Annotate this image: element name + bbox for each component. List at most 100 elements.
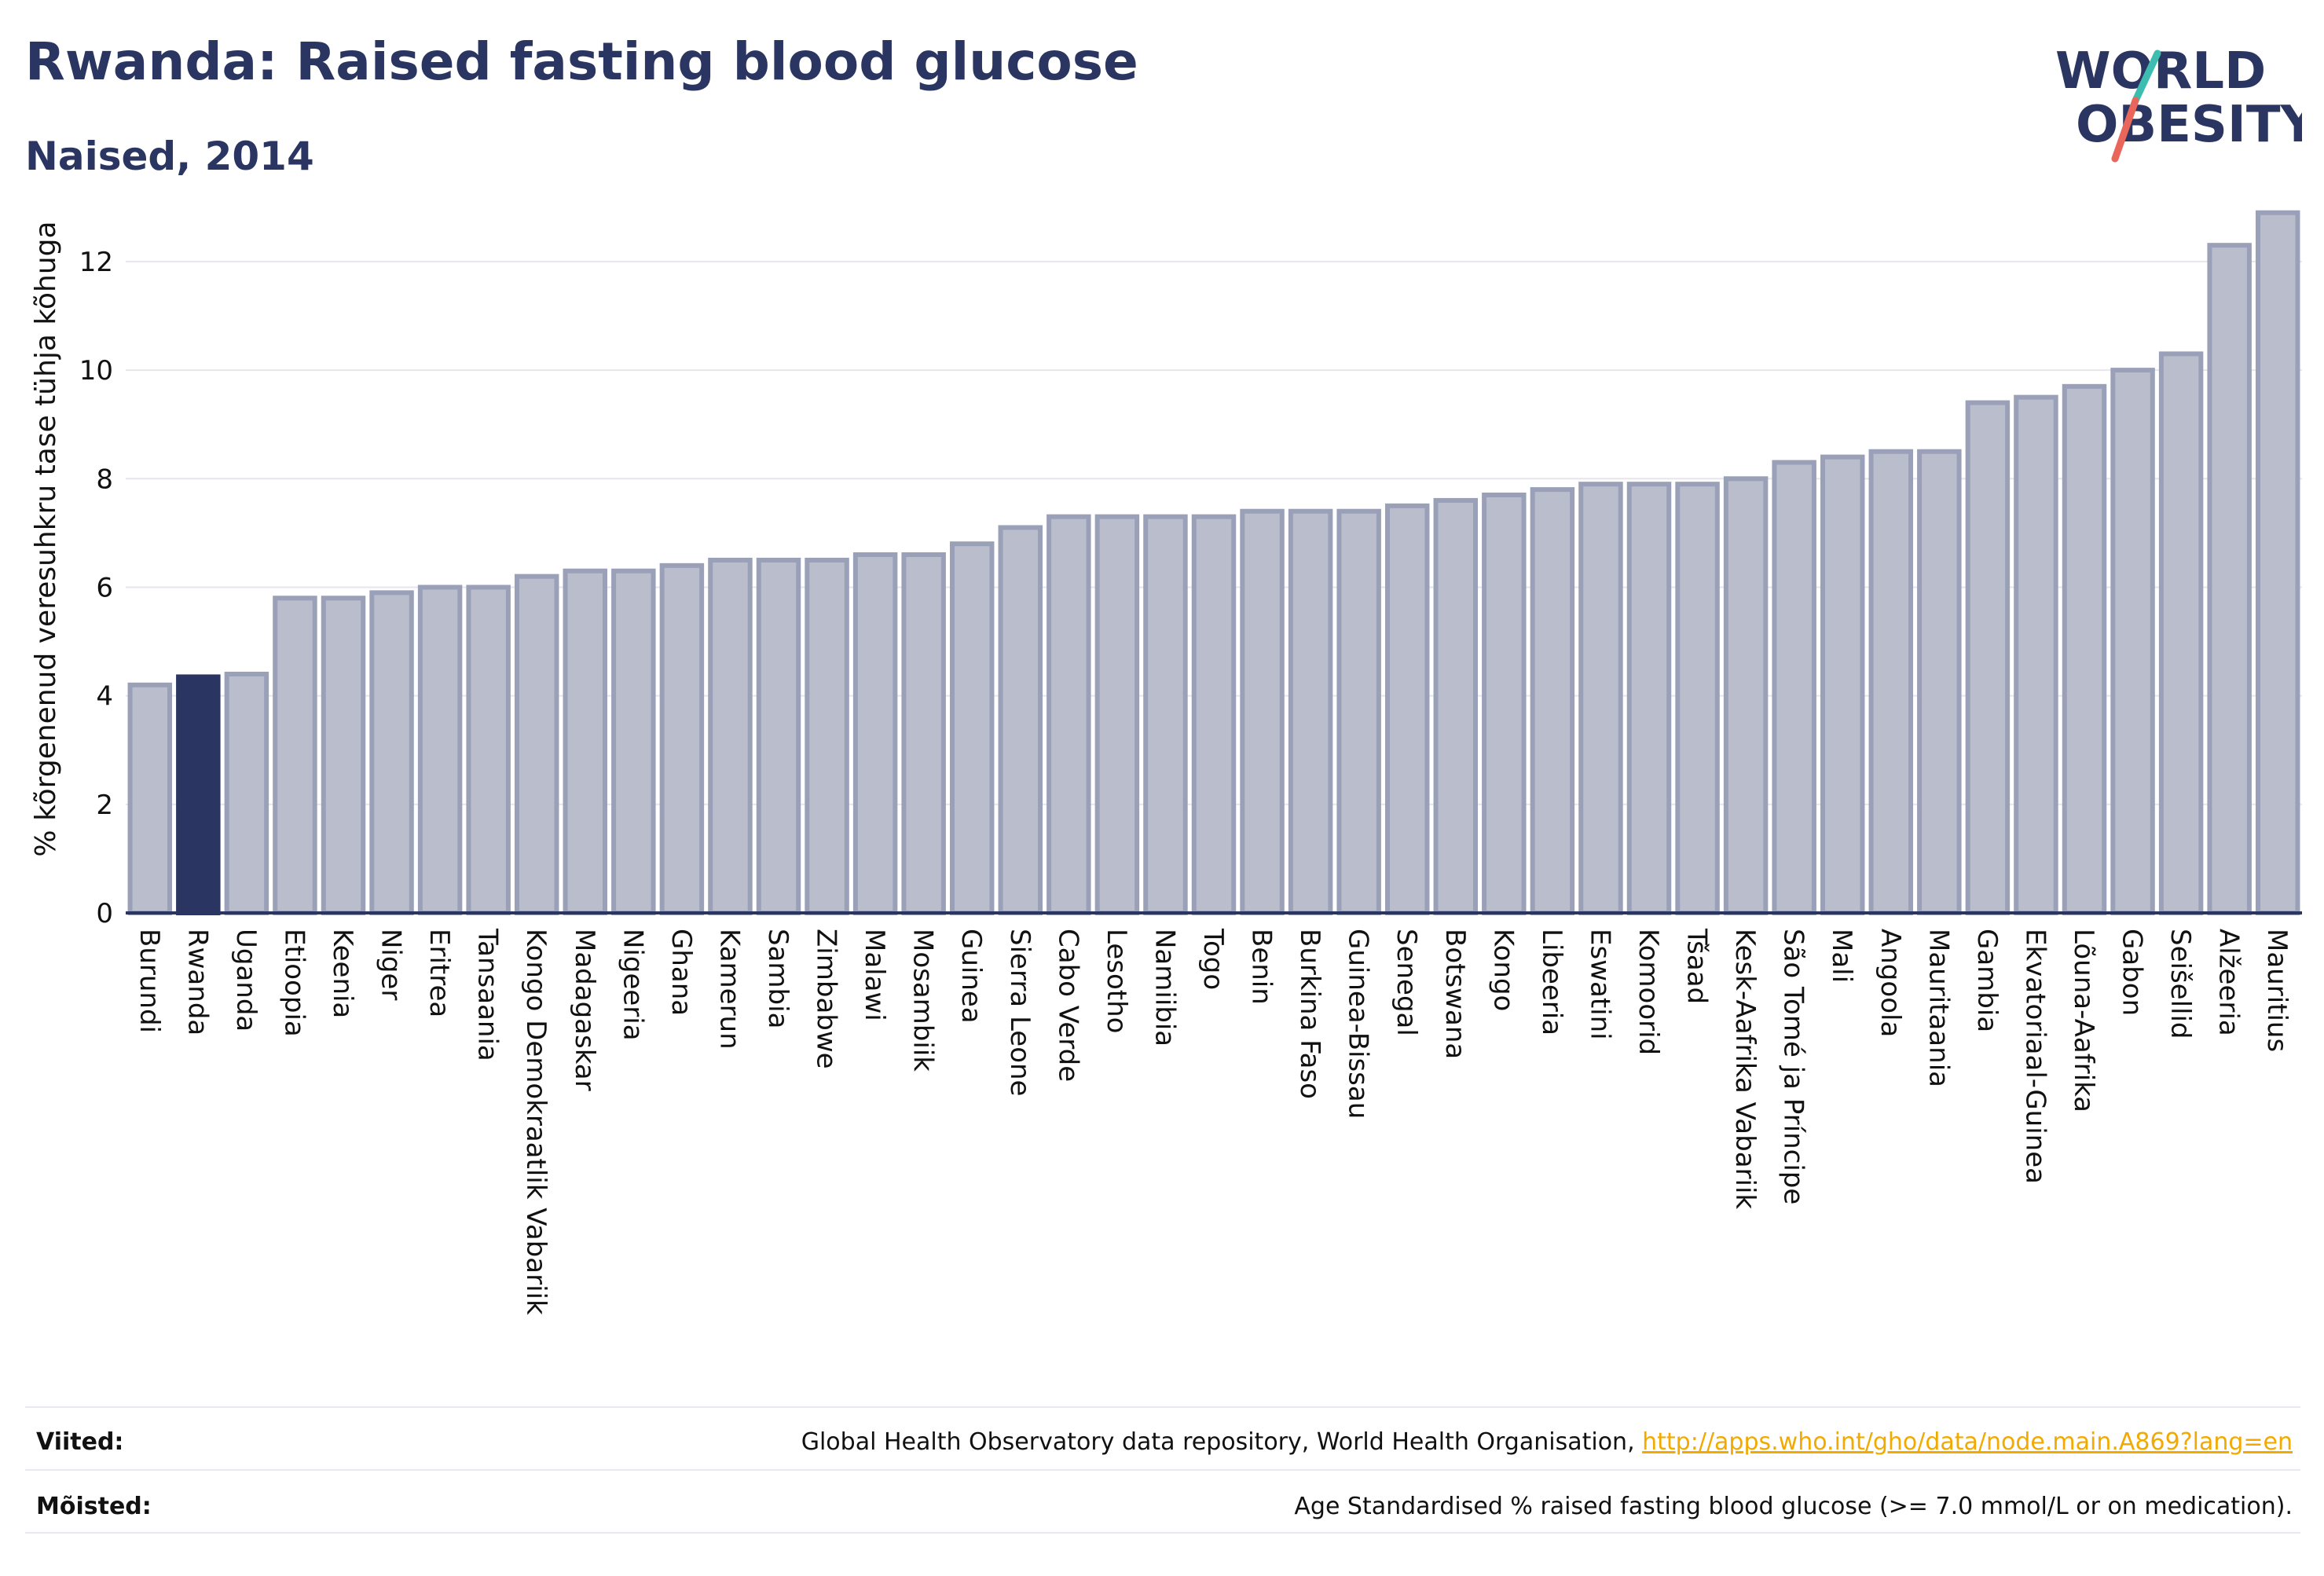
bar-sei-ellid bbox=[2158, 351, 2204, 915]
x-tick-label: Uganda bbox=[230, 929, 262, 1032]
bar-kongo-demokraatlik-vabariik bbox=[514, 574, 559, 915]
footer-divider-middle bbox=[25, 1469, 2300, 1471]
x-tick-label: Seišellid bbox=[2165, 929, 2196, 1039]
bar-etioopia bbox=[273, 596, 317, 915]
bar-angoola bbox=[1868, 449, 1914, 915]
references-source: Global Health Observatory data repositor… bbox=[801, 1428, 1643, 1456]
x-tick-label: Burundi bbox=[134, 929, 165, 1033]
x-tick-label: Mosambiik bbox=[907, 929, 939, 1072]
x-tick-label: Mauritaania bbox=[1923, 929, 1954, 1087]
logo-slash-teal bbox=[2132, 49, 2161, 104]
bar-mosambiik bbox=[901, 552, 946, 915]
x-tick-label: Eritrea bbox=[423, 929, 455, 1017]
bar-senegal bbox=[1384, 503, 1430, 915]
x-tick-label: Tšaad bbox=[1681, 928, 1713, 1004]
y-tick-label: 8 bbox=[96, 464, 113, 495]
bar-mali bbox=[1820, 454, 1865, 915]
bar-burundi bbox=[127, 682, 173, 915]
references-text: Global Health Observatory data repositor… bbox=[801, 1428, 2293, 1456]
bar-ghana bbox=[659, 563, 705, 915]
bar-t-aad bbox=[1675, 482, 1720, 915]
bar-cabo-verde bbox=[1047, 514, 1091, 915]
bar-s-o-tom-ja-pr-ncipe bbox=[1772, 460, 1816, 915]
bar-guinea bbox=[949, 541, 995, 915]
x-tick-label: Mali bbox=[1826, 929, 1857, 983]
x-tick-label: Botswana bbox=[1439, 929, 1471, 1059]
x-tick-label: Kongo bbox=[1487, 929, 1519, 1011]
footer-divider-bottom bbox=[25, 1532, 2300, 1534]
bar-tansaania bbox=[466, 585, 511, 915]
bar-sierra-leone bbox=[998, 525, 1043, 915]
x-tick-label: Ekvatoriaal-Guinea bbox=[2019, 929, 2051, 1184]
x-tick-label: Cabo Verde bbox=[1052, 929, 1083, 1082]
y-axis-ticks: 0 2 4 6 8 10 12 bbox=[79, 247, 113, 929]
x-axis-labels: Burundi Rwanda Uganda Etioopia Keenia Niger Er… bbox=[134, 928, 2293, 1315]
x-tick-label: Guinea bbox=[955, 929, 987, 1024]
page-subtitle: Naised, 2014 bbox=[25, 134, 314, 179]
bar-namiibia bbox=[1143, 514, 1188, 915]
bars bbox=[127, 210, 2300, 916]
footer-divider-top bbox=[25, 1406, 2300, 1408]
bar-gabon bbox=[2110, 368, 2155, 916]
y-tick-label: 12 bbox=[79, 247, 113, 278]
x-tick-label: Niger bbox=[376, 929, 407, 1000]
bar-madagaskar bbox=[563, 568, 608, 916]
x-tick-label: Zimbabwe bbox=[811, 929, 842, 1069]
x-tick-label: Keenia bbox=[327, 929, 358, 1018]
definitions-label: Mõisted: bbox=[36, 1493, 152, 1520]
bar-zimbabwe bbox=[805, 557, 849, 916]
y-tick-label: 4 bbox=[96, 681, 113, 713]
x-tick-label: Eswatini bbox=[1584, 929, 1615, 1040]
bar-uganda bbox=[224, 672, 269, 915]
y-tick-label: 0 bbox=[96, 898, 113, 929]
definitions-text: Age Standardised % raised fasting blood … bbox=[1294, 1493, 2293, 1520]
bar-chart: 0 2 4 6 8 10 12 Burundi Rwanda Uganda Etioopia Kee… bbox=[30, 210, 2302, 1315]
x-tick-label: Benin bbox=[1246, 929, 1277, 1005]
bar-al-eeria bbox=[2207, 243, 2252, 915]
page-title: Rwanda: Raised fasting blood glucose bbox=[25, 31, 1138, 92]
bar-kesk-aafrika-vabariik bbox=[1723, 476, 1769, 915]
x-tick-label: Kamerun bbox=[713, 929, 745, 1050]
x-tick-label: Madagaskar bbox=[569, 929, 600, 1091]
x-tick-label: Tansaania bbox=[472, 928, 504, 1061]
bar-guinea-bissau bbox=[1336, 508, 1381, 916]
bar-kongo bbox=[1482, 493, 1527, 915]
x-tick-label: Sambia bbox=[762, 929, 794, 1028]
bar-sambia bbox=[756, 557, 801, 916]
references-label: Viited: bbox=[36, 1428, 124, 1456]
x-tick-label: Komoorid bbox=[1633, 929, 1664, 1055]
logo-line2: OBESITY bbox=[2076, 96, 2302, 154]
x-tick-label: Lesotho bbox=[1101, 929, 1132, 1033]
x-tick-label: Kongo Demokraatlik Vabariik bbox=[520, 929, 552, 1315]
bar-keenia bbox=[321, 596, 366, 915]
bar-kamerun bbox=[708, 557, 753, 916]
bar-ekvatoriaal-guinea bbox=[2014, 394, 2058, 915]
bar-nigeeria bbox=[611, 568, 656, 916]
bar-eritrea bbox=[417, 585, 463, 915]
x-tick-label: Gambia bbox=[1971, 929, 2003, 1032]
x-tick-label: Namiibia bbox=[1149, 929, 1180, 1046]
x-tick-label: Alžeeria bbox=[2213, 929, 2245, 1036]
y-axis-label: % kõrgenenud veresuhkru tase tühja kõhug… bbox=[30, 221, 62, 856]
bar-l-una-aafrika bbox=[2062, 383, 2107, 915]
x-tick-label: Lõuna-Aafrika bbox=[2068, 929, 2099, 1112]
bar-malawi bbox=[852, 552, 898, 915]
bar-botswana bbox=[1433, 497, 1479, 915]
bar-mauritius bbox=[2255, 210, 2300, 915]
x-tick-label: Rwanda bbox=[181, 929, 213, 1035]
x-tick-label: Sierra Leone bbox=[1004, 929, 1036, 1096]
x-tick-label: Guinea-Bissau bbox=[1343, 929, 1374, 1119]
x-tick-label: Libeeria bbox=[1536, 929, 1567, 1035]
x-tick-label: Kesk-Aafrika Vabariik bbox=[1729, 929, 1761, 1209]
x-tick-label: Ghana bbox=[665, 929, 697, 1016]
y-tick-label: 10 bbox=[79, 355, 113, 387]
x-tick-label: Nigeeria bbox=[617, 929, 648, 1041]
bar-togo bbox=[1191, 514, 1237, 915]
y-tick-label: 2 bbox=[96, 790, 113, 821]
references-link[interactable]: http://apps.who.int/gho/data/node.main.A… bbox=[1642, 1428, 2293, 1456]
bar-libeeria bbox=[1530, 487, 1575, 915]
x-tick-label: Senegal bbox=[1391, 929, 1422, 1036]
x-tick-label: Etioopia bbox=[278, 929, 310, 1037]
bar-rwanda bbox=[176, 674, 221, 915]
bar-burkina-faso bbox=[1288, 508, 1333, 916]
